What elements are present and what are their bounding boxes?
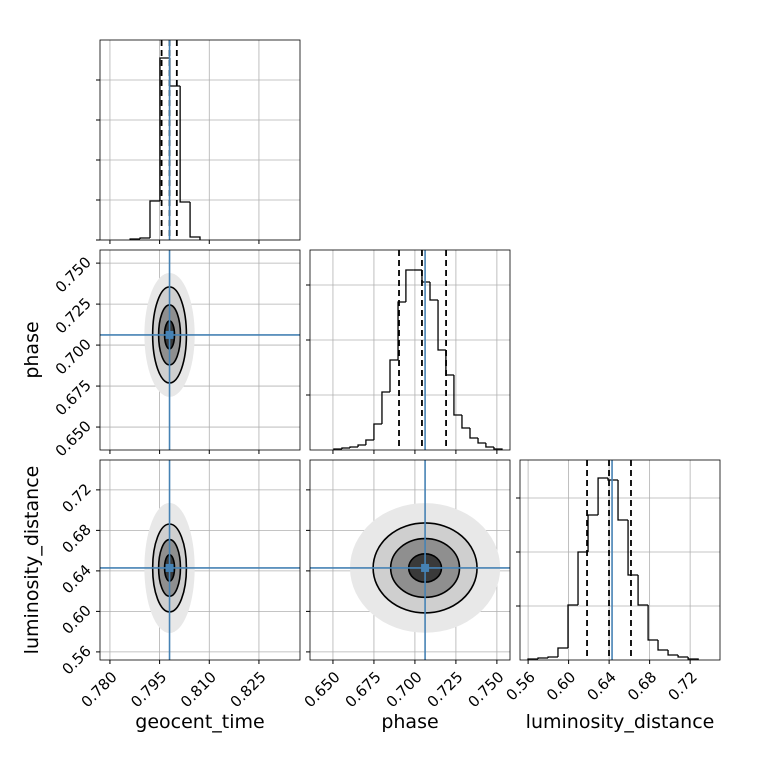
x-axis-label: luminosity_distance: [526, 711, 715, 733]
histogram-bin: [493, 447, 503, 450]
histogram-bin: [537, 657, 549, 659]
x-tick-label: 0.750: [465, 668, 508, 711]
truth-marker: [165, 563, 174, 572]
histogram-bin: [647, 605, 659, 641]
x-tick-label: 0.795: [127, 668, 170, 711]
y-tick-label: 0.68: [58, 520, 94, 556]
histogram-bin: [657, 640, 669, 651]
histogram-bin: [169, 58, 181, 87]
histogram-bin: [365, 439, 374, 445]
histogram-bin: [159, 57, 170, 201]
histogram-bin: [477, 438, 486, 444]
x-tick-label: 0.56: [503, 668, 539, 704]
histogram-bin: [429, 282, 439, 301]
histogram-bin: [349, 446, 359, 448]
x-tick-label: 0.64: [584, 668, 620, 704]
histogram-bin: [139, 237, 150, 239]
histogram-bin: [381, 391, 390, 424]
histogram-bin: [637, 575, 649, 606]
x-tick-label: 0.68: [624, 668, 660, 704]
truth-marker: [165, 330, 174, 339]
histogram-bin: [469, 428, 479, 439]
x-axis-label: geocent_time: [135, 711, 264, 733]
x-tick-label: 0.650: [301, 668, 344, 711]
y-tick-label: 0.675: [52, 376, 95, 419]
histogram-bin: [617, 480, 629, 521]
x-axis-label: phase: [381, 711, 438, 733]
y-tick-label: 0.72: [58, 480, 94, 516]
x-tick-label: 0.810: [177, 668, 220, 711]
y-tick-label: 0.750: [52, 253, 95, 296]
truth-marker: [421, 563, 430, 572]
y-tick-label: 0.64: [58, 561, 94, 597]
histogram-bin: [421, 270, 430, 283]
y-tick-label: 0.700: [52, 335, 95, 378]
histogram-bin: [687, 657, 699, 660]
y-tick-label: 0.60: [58, 601, 94, 637]
x-tick-label: 0.60: [543, 668, 579, 704]
x-tick-label: 0.700: [383, 668, 426, 711]
x-tick-label: 0.825: [227, 668, 270, 711]
y-tick-label: 0.725: [52, 294, 95, 337]
histogram-bin: [607, 478, 619, 481]
histogram-bin: [189, 202, 201, 240]
histogram-bin: [405, 269, 414, 302]
panel-frame: [309, 459, 511, 661]
panel-frame: [519, 459, 721, 661]
histogram-bin: [357, 444, 366, 447]
histogram-bin: [373, 423, 382, 440]
panel-frame: [99, 39, 301, 241]
histogram-bin: [485, 443, 494, 448]
y-tick-label: 0.650: [52, 417, 95, 460]
y-axis-label: luminosity_distance: [21, 466, 43, 655]
x-tick-label: 0.725: [424, 668, 467, 711]
histogram-bin: [557, 647, 568, 657]
histogram-bin: [547, 656, 558, 658]
x-tick-label: 0.72: [665, 668, 701, 704]
histogram-bin: [437, 300, 446, 351]
x-tick-label: 0.780: [78, 668, 121, 711]
histogram-bin: [389, 359, 399, 392]
histogram-bin: [179, 86, 191, 203]
panel-frame: [99, 459, 301, 661]
y-tick-label: 0.56: [58, 642, 94, 678]
x-tick-label: 0.675: [342, 668, 385, 711]
histogram-bin: [597, 477, 608, 515]
histogram-bin: [341, 447, 350, 449]
panel-frame: [309, 249, 511, 451]
histogram-bin: [627, 520, 639, 576]
histogram-bin: [461, 415, 470, 429]
histogram-bin: [667, 650, 679, 656]
histogram-bin: [397, 301, 406, 360]
panel-frame: [99, 249, 301, 451]
histogram-bin: [567, 604, 579, 648]
histogram-bin: [149, 200, 160, 238]
histogram-bin: [587, 514, 599, 552]
histogram-bin: [577, 551, 589, 605]
histogram-bin: [677, 655, 689, 658]
histogram-bin: [453, 375, 462, 416]
histogram-bin: [445, 350, 454, 376]
y-axis-label: phase: [21, 321, 43, 378]
